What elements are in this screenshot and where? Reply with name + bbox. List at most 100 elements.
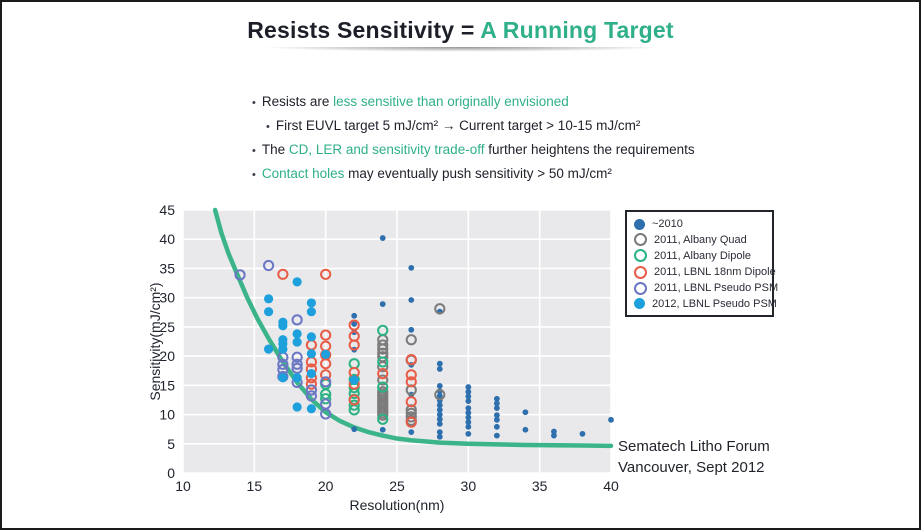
data-point <box>522 426 529 433</box>
legend-label: 2011, LBNL Pseudo PSM <box>654 282 779 295</box>
data-point <box>321 349 331 359</box>
legend-item: 2012, LBNL Pseudo PSM <box>634 298 777 310</box>
y-tick-label: 35 <box>159 260 175 276</box>
data-point <box>264 344 274 354</box>
data-point <box>436 392 443 399</box>
data-point <box>379 301 386 307</box>
title-divider <box>205 47 720 53</box>
data-point <box>351 312 358 319</box>
legend-label: 2011, Albany Quad <box>654 233 747 246</box>
data-point <box>551 428 557 435</box>
legend-item: 2011, Albany Dipole <box>634 249 765 263</box>
data-point <box>608 416 614 423</box>
bullet-segment: further heightens the requirements <box>484 142 695 157</box>
bullet-segment: less sensitive than originally envisione… <box>333 94 569 109</box>
data-point <box>320 329 332 341</box>
y-tick-label: 15 <box>159 377 175 393</box>
data-point <box>348 394 360 406</box>
data-point <box>348 339 360 351</box>
legend-open-circle-icon <box>634 249 647 263</box>
data-point <box>465 405 472 412</box>
bullet-item: • Contact holes may eventually push sensi… <box>252 166 812 183</box>
data-point <box>436 416 443 423</box>
data-point <box>377 409 389 421</box>
data-point <box>408 429 415 435</box>
bullet-item: • The CD, LER and sensitivity trade-off f… <box>252 142 812 159</box>
legend-item: 2011, LBNL 18nm Dipole <box>634 265 776 279</box>
x-tick-label: 15 <box>247 478 263 494</box>
data-point <box>465 388 472 395</box>
legend-open-circle-icon <box>634 265 647 279</box>
data-point <box>377 339 389 351</box>
data-point <box>377 356 389 368</box>
data-point <box>436 421 443 427</box>
data-point <box>408 264 415 271</box>
legend-label: 2011, LBNL 18nm Dipole <box>654 266 776 279</box>
data-point <box>291 351 303 363</box>
bullet-list: • Resists are less sensitive than origina… <box>252 94 812 190</box>
data-point <box>264 307 274 317</box>
data-point <box>377 343 389 355</box>
data-point <box>493 416 500 423</box>
data-point <box>436 402 443 409</box>
data-point <box>291 362 303 374</box>
data-point <box>436 411 443 418</box>
data-point <box>306 332 316 342</box>
data-point <box>377 368 389 380</box>
bullet-item: • Resists are less sensitive than origina… <box>252 94 812 111</box>
data-point <box>405 384 417 396</box>
data-point <box>465 393 472 400</box>
bullet-item: • First EUVL target 5 mJ/cm² → Current ta… <box>266 118 812 135</box>
data-point <box>434 303 446 315</box>
data-point <box>436 433 443 440</box>
data-point <box>379 426 386 433</box>
y-tick-label: 20 <box>159 348 175 364</box>
data-point <box>292 277 302 287</box>
y-tick-label: 30 <box>159 290 175 306</box>
data-point <box>465 398 472 405</box>
data-point <box>405 369 417 381</box>
x-tick-label: 35 <box>532 478 548 494</box>
y-tick-label: 45 <box>159 202 175 218</box>
bullet-text: The CD, LER and sensitivity trade-off fu… <box>262 142 695 157</box>
x-tick-label: 25 <box>389 478 405 494</box>
data-point <box>306 369 316 379</box>
data-point <box>405 404 417 416</box>
data-point <box>278 344 288 354</box>
legend-label: ~2010 <box>652 218 683 230</box>
data-point <box>377 374 389 386</box>
data-point <box>436 429 443 435</box>
data-point <box>465 384 472 390</box>
sensitivity-curve <box>212 207 614 449</box>
y-tick-label: 10 <box>159 407 175 423</box>
data-point <box>278 321 288 331</box>
data-point <box>306 349 316 359</box>
data-point <box>320 358 332 370</box>
x-tick-label: 40 <box>603 478 619 494</box>
bullet-text: Resists are less sensitive than original… <box>262 94 569 109</box>
data-point <box>263 259 275 272</box>
data-point <box>493 432 500 439</box>
data-point <box>306 298 316 308</box>
bullet-segment: CD, LER and sensitivity trade-off <box>288 142 485 157</box>
data-point <box>320 268 332 280</box>
data-point <box>465 409 472 416</box>
data-point <box>277 358 289 370</box>
data-point <box>320 376 332 388</box>
bullet-dot: • <box>266 121 270 133</box>
data-point <box>292 373 302 383</box>
legend-filled-circle-icon <box>634 218 645 230</box>
data-point <box>405 334 417 346</box>
data-point <box>305 378 317 390</box>
data-point <box>436 383 443 389</box>
legend-label: 2012, LBNL Pseudo PSM <box>652 297 777 310</box>
data-point <box>305 384 317 396</box>
data-point <box>405 376 417 388</box>
data-point <box>348 319 360 331</box>
x-tick-label: 20 <box>318 478 334 494</box>
data-point <box>320 369 332 381</box>
data-point <box>306 307 316 317</box>
data-point <box>348 399 360 411</box>
page-title-accent: A Running Target <box>480 17 674 43</box>
